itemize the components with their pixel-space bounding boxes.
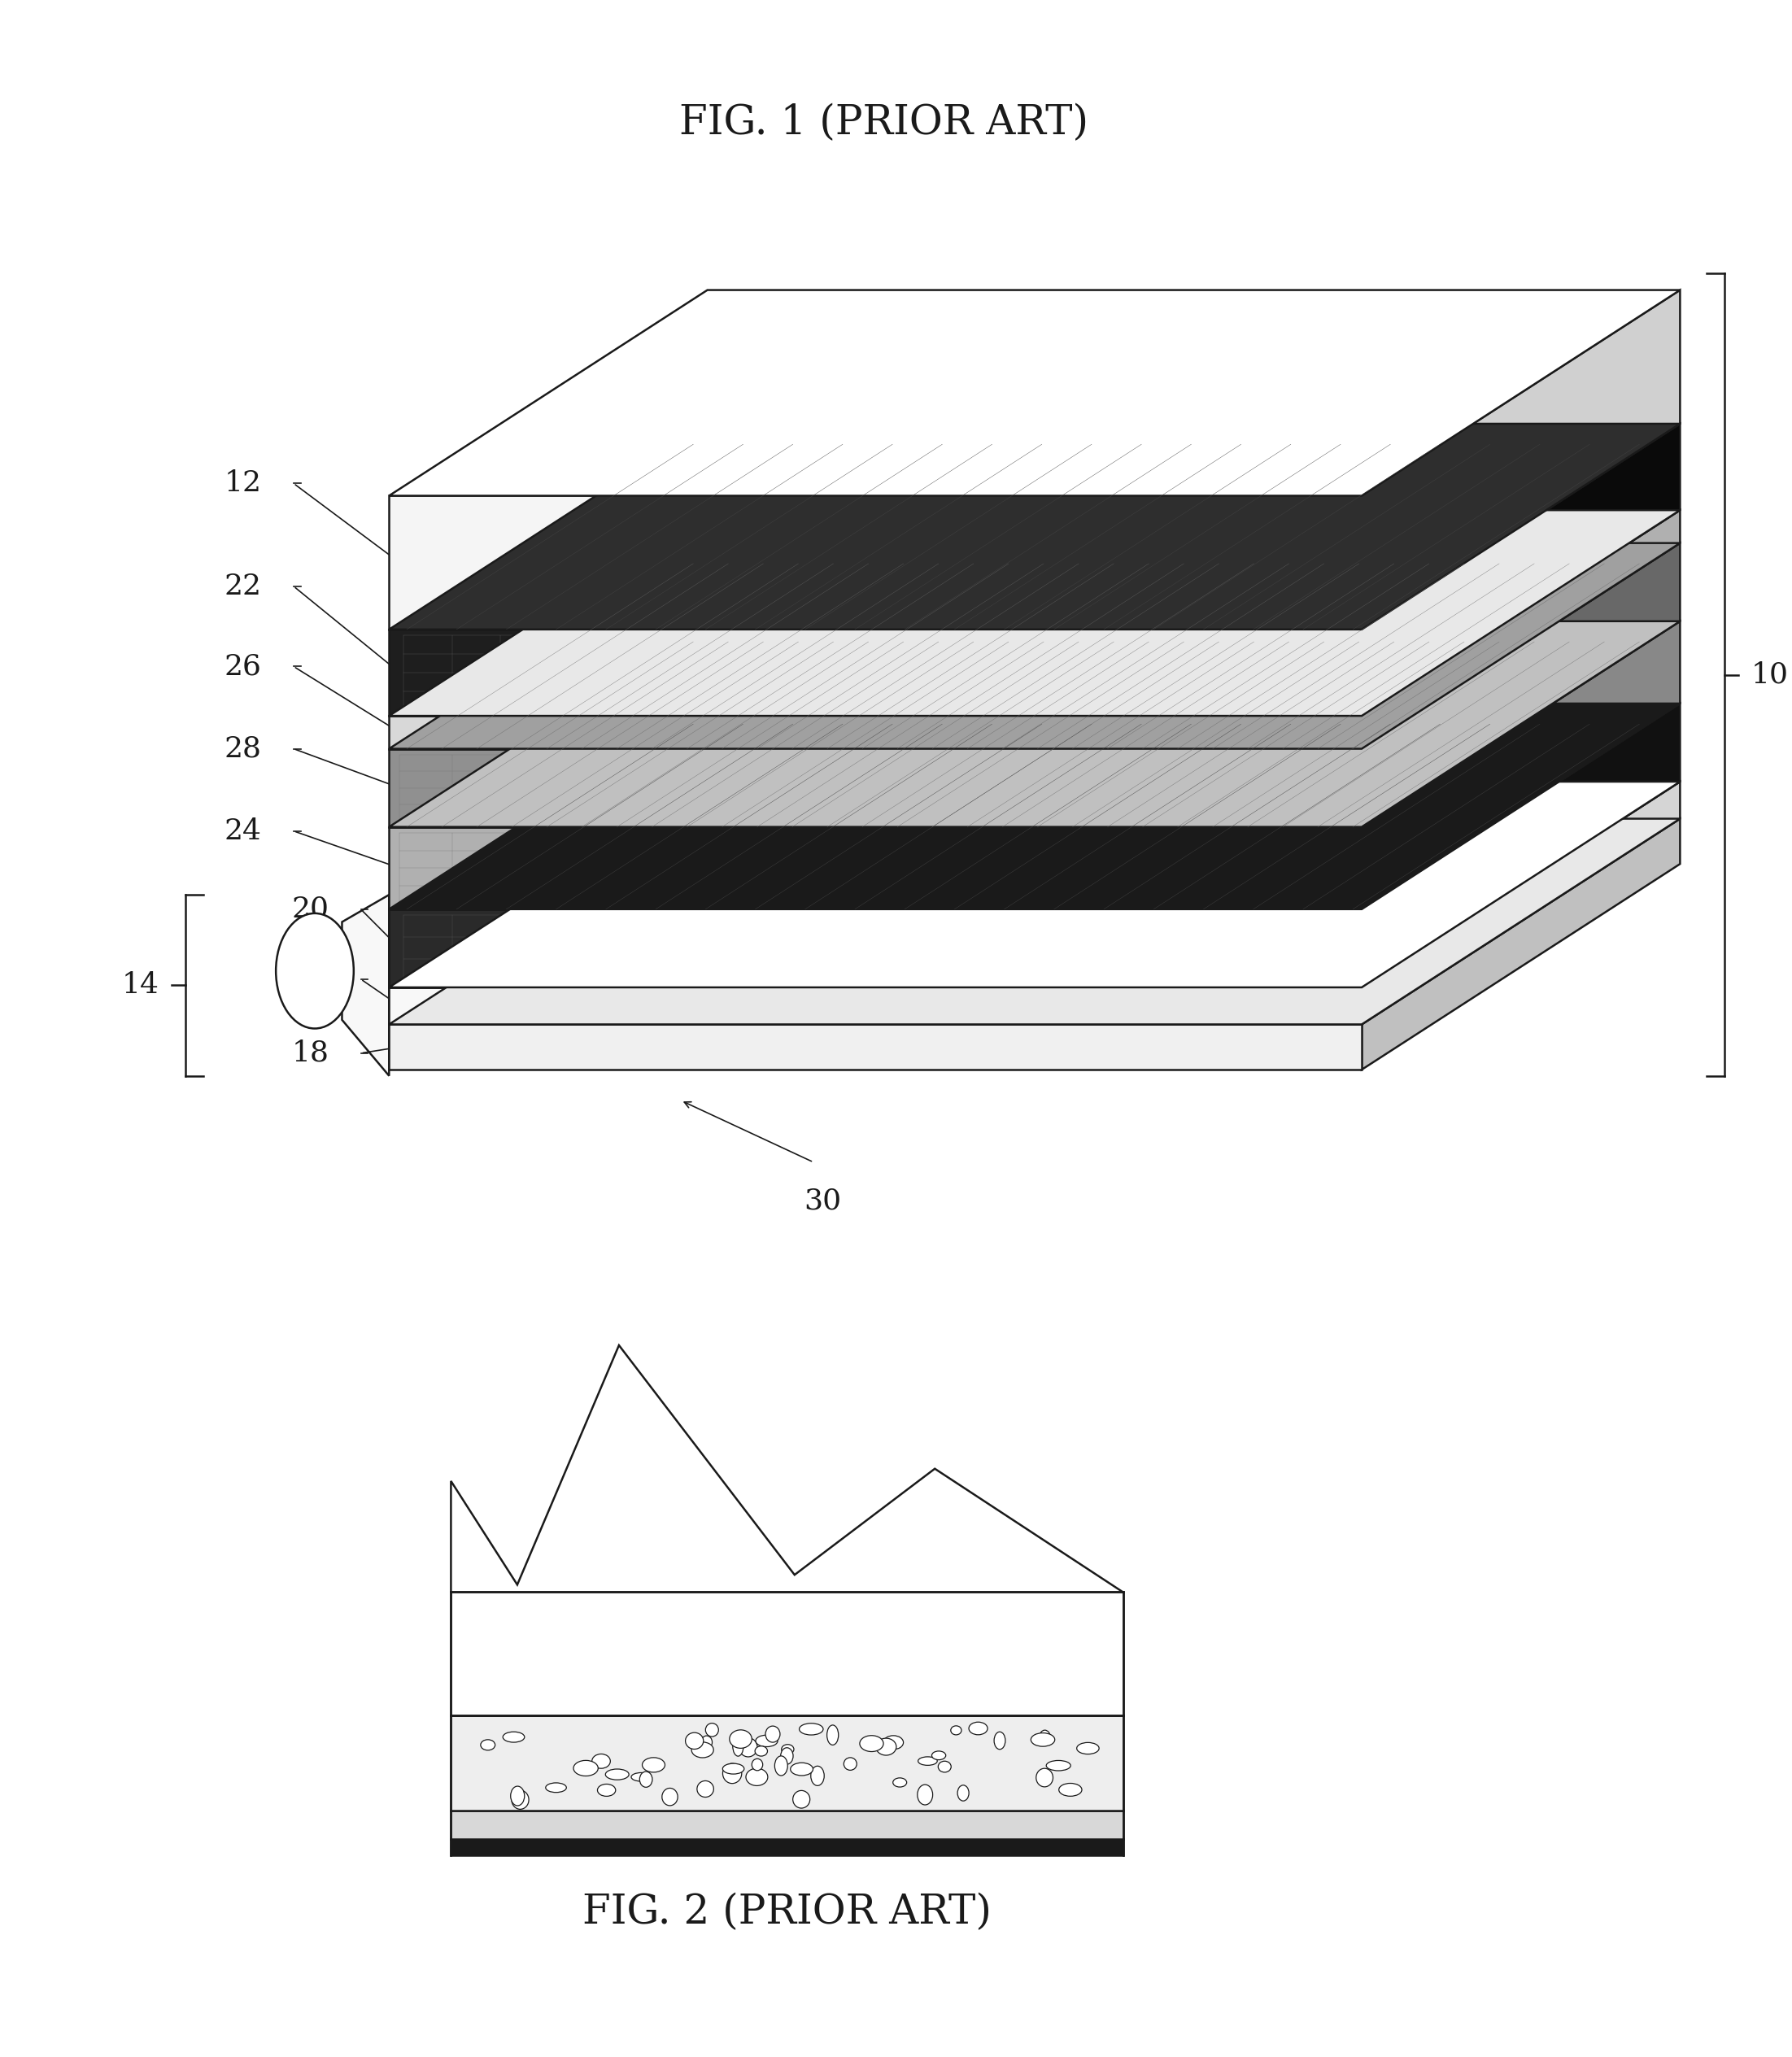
Ellipse shape (765, 1726, 780, 1742)
Ellipse shape (631, 1773, 650, 1781)
Ellipse shape (745, 1769, 767, 1785)
Polygon shape (389, 424, 1681, 629)
Ellipse shape (1030, 1732, 1055, 1746)
Polygon shape (389, 510, 1681, 716)
Ellipse shape (640, 1771, 652, 1788)
Ellipse shape (932, 1751, 946, 1761)
Polygon shape (389, 827, 1362, 909)
Polygon shape (452, 1592, 1124, 1716)
Polygon shape (452, 1839, 1124, 1855)
Text: 20: 20 (292, 895, 330, 924)
Polygon shape (1362, 703, 1681, 987)
Polygon shape (389, 703, 1681, 909)
Ellipse shape (1077, 1742, 1098, 1755)
Ellipse shape (692, 1742, 713, 1757)
Ellipse shape (939, 1761, 952, 1773)
Ellipse shape (918, 1757, 937, 1765)
Text: 14: 14 (122, 971, 159, 1000)
Ellipse shape (1059, 1783, 1082, 1796)
Ellipse shape (706, 1724, 719, 1736)
Ellipse shape (573, 1761, 599, 1775)
Ellipse shape (952, 1726, 962, 1734)
Ellipse shape (781, 1744, 794, 1755)
Polygon shape (1362, 621, 1681, 909)
Ellipse shape (753, 1759, 763, 1771)
Ellipse shape (969, 1722, 987, 1734)
Polygon shape (452, 1716, 1124, 1810)
Ellipse shape (733, 1736, 744, 1757)
Ellipse shape (697, 1781, 713, 1798)
Ellipse shape (597, 1783, 616, 1796)
Text: 22: 22 (224, 572, 262, 601)
Polygon shape (452, 1810, 1124, 1839)
Ellipse shape (606, 1769, 629, 1779)
Ellipse shape (545, 1783, 566, 1792)
Ellipse shape (883, 1736, 903, 1748)
Text: 18: 18 (292, 1039, 330, 1068)
Ellipse shape (661, 1788, 677, 1806)
Polygon shape (389, 629, 1362, 716)
Text: 24: 24 (224, 817, 262, 845)
Ellipse shape (781, 1748, 794, 1765)
Ellipse shape (738, 1738, 758, 1757)
Polygon shape (1362, 424, 1681, 716)
Ellipse shape (892, 1777, 907, 1788)
Polygon shape (389, 290, 1681, 496)
Polygon shape (389, 1024, 1362, 1070)
Text: 28: 28 (224, 734, 262, 763)
Ellipse shape (685, 1732, 704, 1748)
Polygon shape (389, 543, 1681, 749)
Ellipse shape (1047, 1761, 1070, 1771)
Ellipse shape (826, 1726, 839, 1744)
Polygon shape (389, 782, 1681, 987)
Ellipse shape (480, 1740, 495, 1751)
Ellipse shape (860, 1736, 883, 1753)
Polygon shape (389, 749, 1362, 827)
Text: 16: 16 (292, 965, 330, 994)
Ellipse shape (511, 1785, 525, 1806)
Polygon shape (1362, 510, 1681, 749)
Ellipse shape (957, 1785, 969, 1802)
Text: FIG. 2 (PRIOR ART): FIG. 2 (PRIOR ART) (582, 1892, 991, 1934)
Ellipse shape (701, 1736, 711, 1748)
Ellipse shape (276, 913, 353, 1028)
Polygon shape (389, 621, 1681, 827)
Ellipse shape (729, 1730, 753, 1748)
Polygon shape (389, 909, 1362, 987)
Text: 10: 10 (1751, 660, 1788, 689)
Ellipse shape (1039, 1730, 1050, 1744)
Ellipse shape (642, 1757, 665, 1773)
Polygon shape (1362, 543, 1681, 827)
Polygon shape (389, 716, 1362, 749)
Ellipse shape (790, 1763, 814, 1775)
Text: 26: 26 (224, 652, 262, 681)
Ellipse shape (876, 1738, 896, 1755)
Ellipse shape (792, 1790, 810, 1808)
Polygon shape (389, 987, 1362, 1024)
Ellipse shape (513, 1790, 529, 1810)
Text: FIG. 1 (PRIOR ART): FIG. 1 (PRIOR ART) (679, 103, 1090, 144)
Ellipse shape (591, 1755, 611, 1769)
Ellipse shape (810, 1767, 824, 1785)
Ellipse shape (756, 1736, 778, 1746)
Polygon shape (1362, 290, 1681, 629)
Ellipse shape (1036, 1769, 1054, 1788)
Polygon shape (389, 819, 1681, 1024)
Ellipse shape (799, 1724, 823, 1734)
Ellipse shape (504, 1732, 525, 1742)
Ellipse shape (754, 1746, 767, 1757)
Ellipse shape (774, 1757, 788, 1775)
Polygon shape (342, 895, 389, 1076)
Polygon shape (1362, 782, 1681, 1024)
Polygon shape (1362, 819, 1681, 1070)
Ellipse shape (918, 1785, 932, 1804)
Ellipse shape (722, 1763, 742, 1783)
Ellipse shape (844, 1757, 857, 1771)
Ellipse shape (722, 1763, 744, 1773)
Text: 30: 30 (803, 1187, 840, 1214)
Polygon shape (389, 496, 1362, 629)
Text: 12: 12 (224, 469, 262, 498)
Ellipse shape (995, 1732, 1005, 1748)
